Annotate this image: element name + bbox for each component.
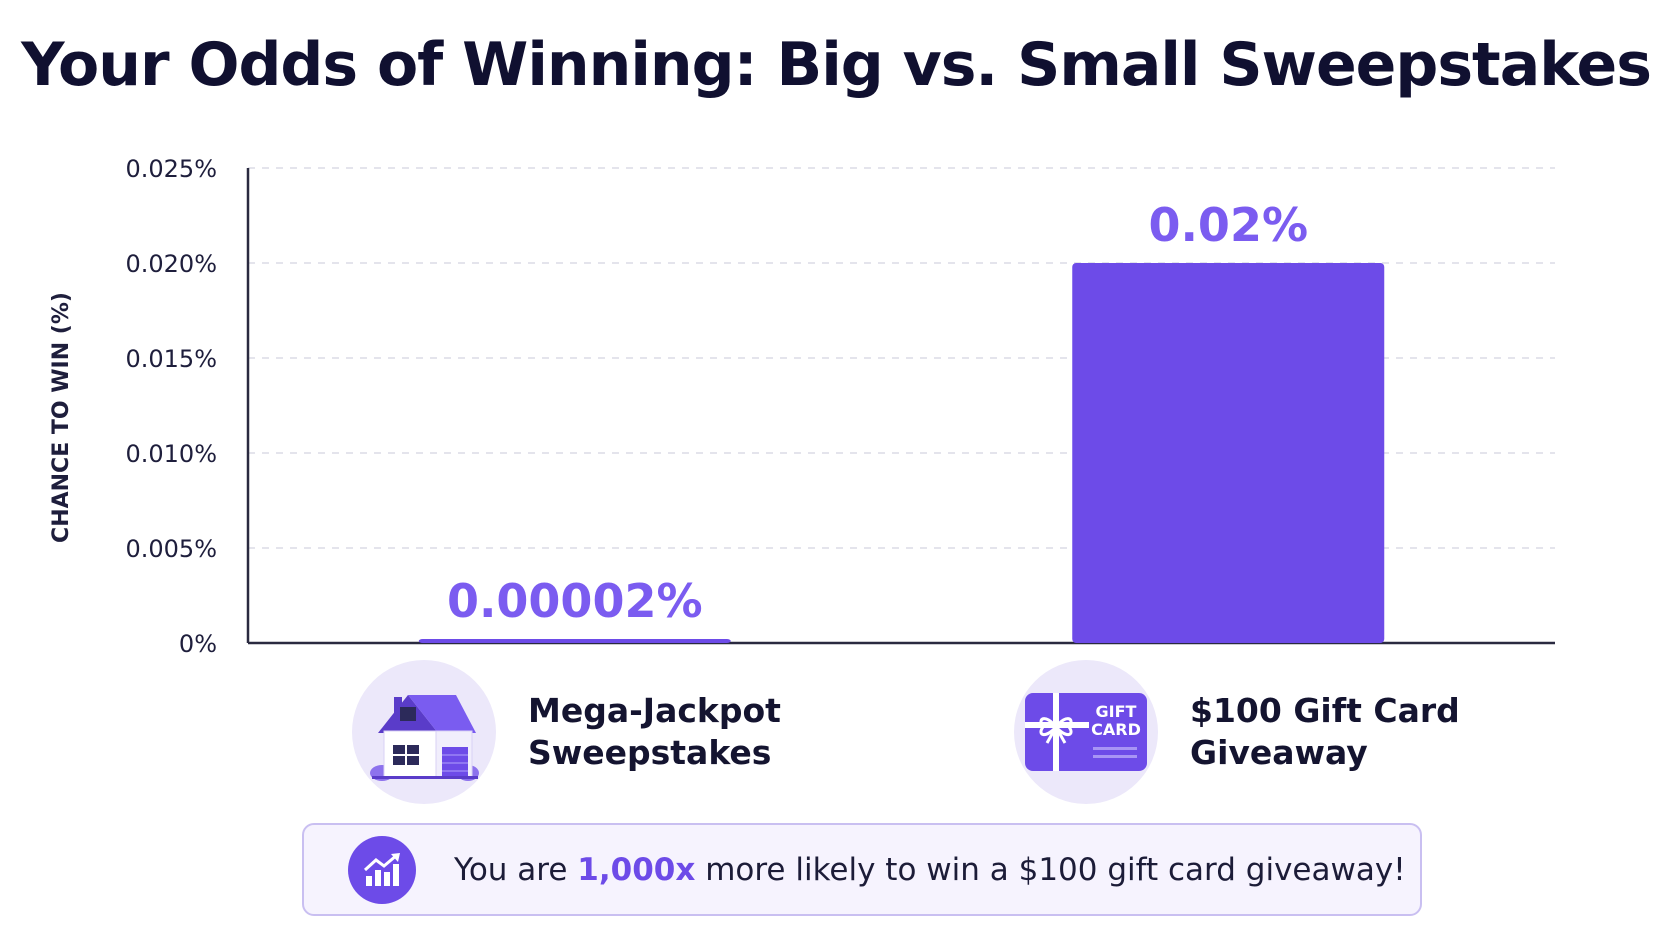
- gift-card-icon: GIFT CARD: [1014, 660, 1158, 804]
- callout-suffix: more likely to win a $100 gift card give…: [695, 851, 1406, 888]
- category-mega-jackpot: Mega-Jackpot Sweepstakes: [352, 660, 848, 804]
- y-tick-label: 0%: [179, 630, 217, 658]
- callout-prefix: You are: [454, 851, 578, 888]
- category-label-line2: Giveaway: [1190, 733, 1368, 772]
- callout-highlight: 1,000x: [577, 851, 696, 888]
- y-tick-label: 0.010%: [125, 440, 217, 468]
- y-tick-label: 0.015%: [125, 345, 217, 373]
- bar-2: [1072, 263, 1385, 643]
- category-label-line2: Sweepstakes: [528, 733, 772, 772]
- bar-1: [418, 639, 731, 643]
- bar-chart: 0% 0.005% 0.010% 0.015% 0.020% 0.025% CHANCE T…: [49, 155, 1555, 658]
- category-label-mega-jackpot: Mega-Jackpot Sweepstakes: [528, 690, 848, 774]
- category-gift-card: GIFT CARD $100 Gift Card Giveaway: [1014, 660, 1510, 804]
- y-tick-label: 0.020%: [125, 250, 217, 278]
- chart-title: Your Odds of Winning: Big vs. Small Swee…: [21, 30, 1652, 100]
- data-label-2: 0.02%: [1148, 198, 1308, 252]
- category-label-line1: $100 Gift Card: [1190, 691, 1460, 730]
- gift-card-text-line1: GIFT: [1095, 702, 1137, 721]
- category-label-gift-card: $100 Gift Card Giveaway: [1190, 690, 1510, 774]
- data-label-1: 0.00002%: [447, 574, 703, 628]
- gift-card-text-line2: CARD: [1091, 720, 1141, 739]
- y-tick-label: 0.025%: [125, 155, 217, 183]
- comparison-callout: You are 1,000x more likely to win a $100…: [302, 823, 1422, 916]
- y-axis-label: CHANCE TO WIN (%): [49, 292, 74, 543]
- callout-text: You are 1,000x more likely to win a $100…: [454, 852, 1406, 888]
- y-tick-label: 0.005%: [125, 535, 217, 563]
- house-icon: [352, 660, 496, 804]
- category-label-line1: Mega-Jackpot: [528, 691, 781, 730]
- trending-chart-icon: [348, 835, 416, 904]
